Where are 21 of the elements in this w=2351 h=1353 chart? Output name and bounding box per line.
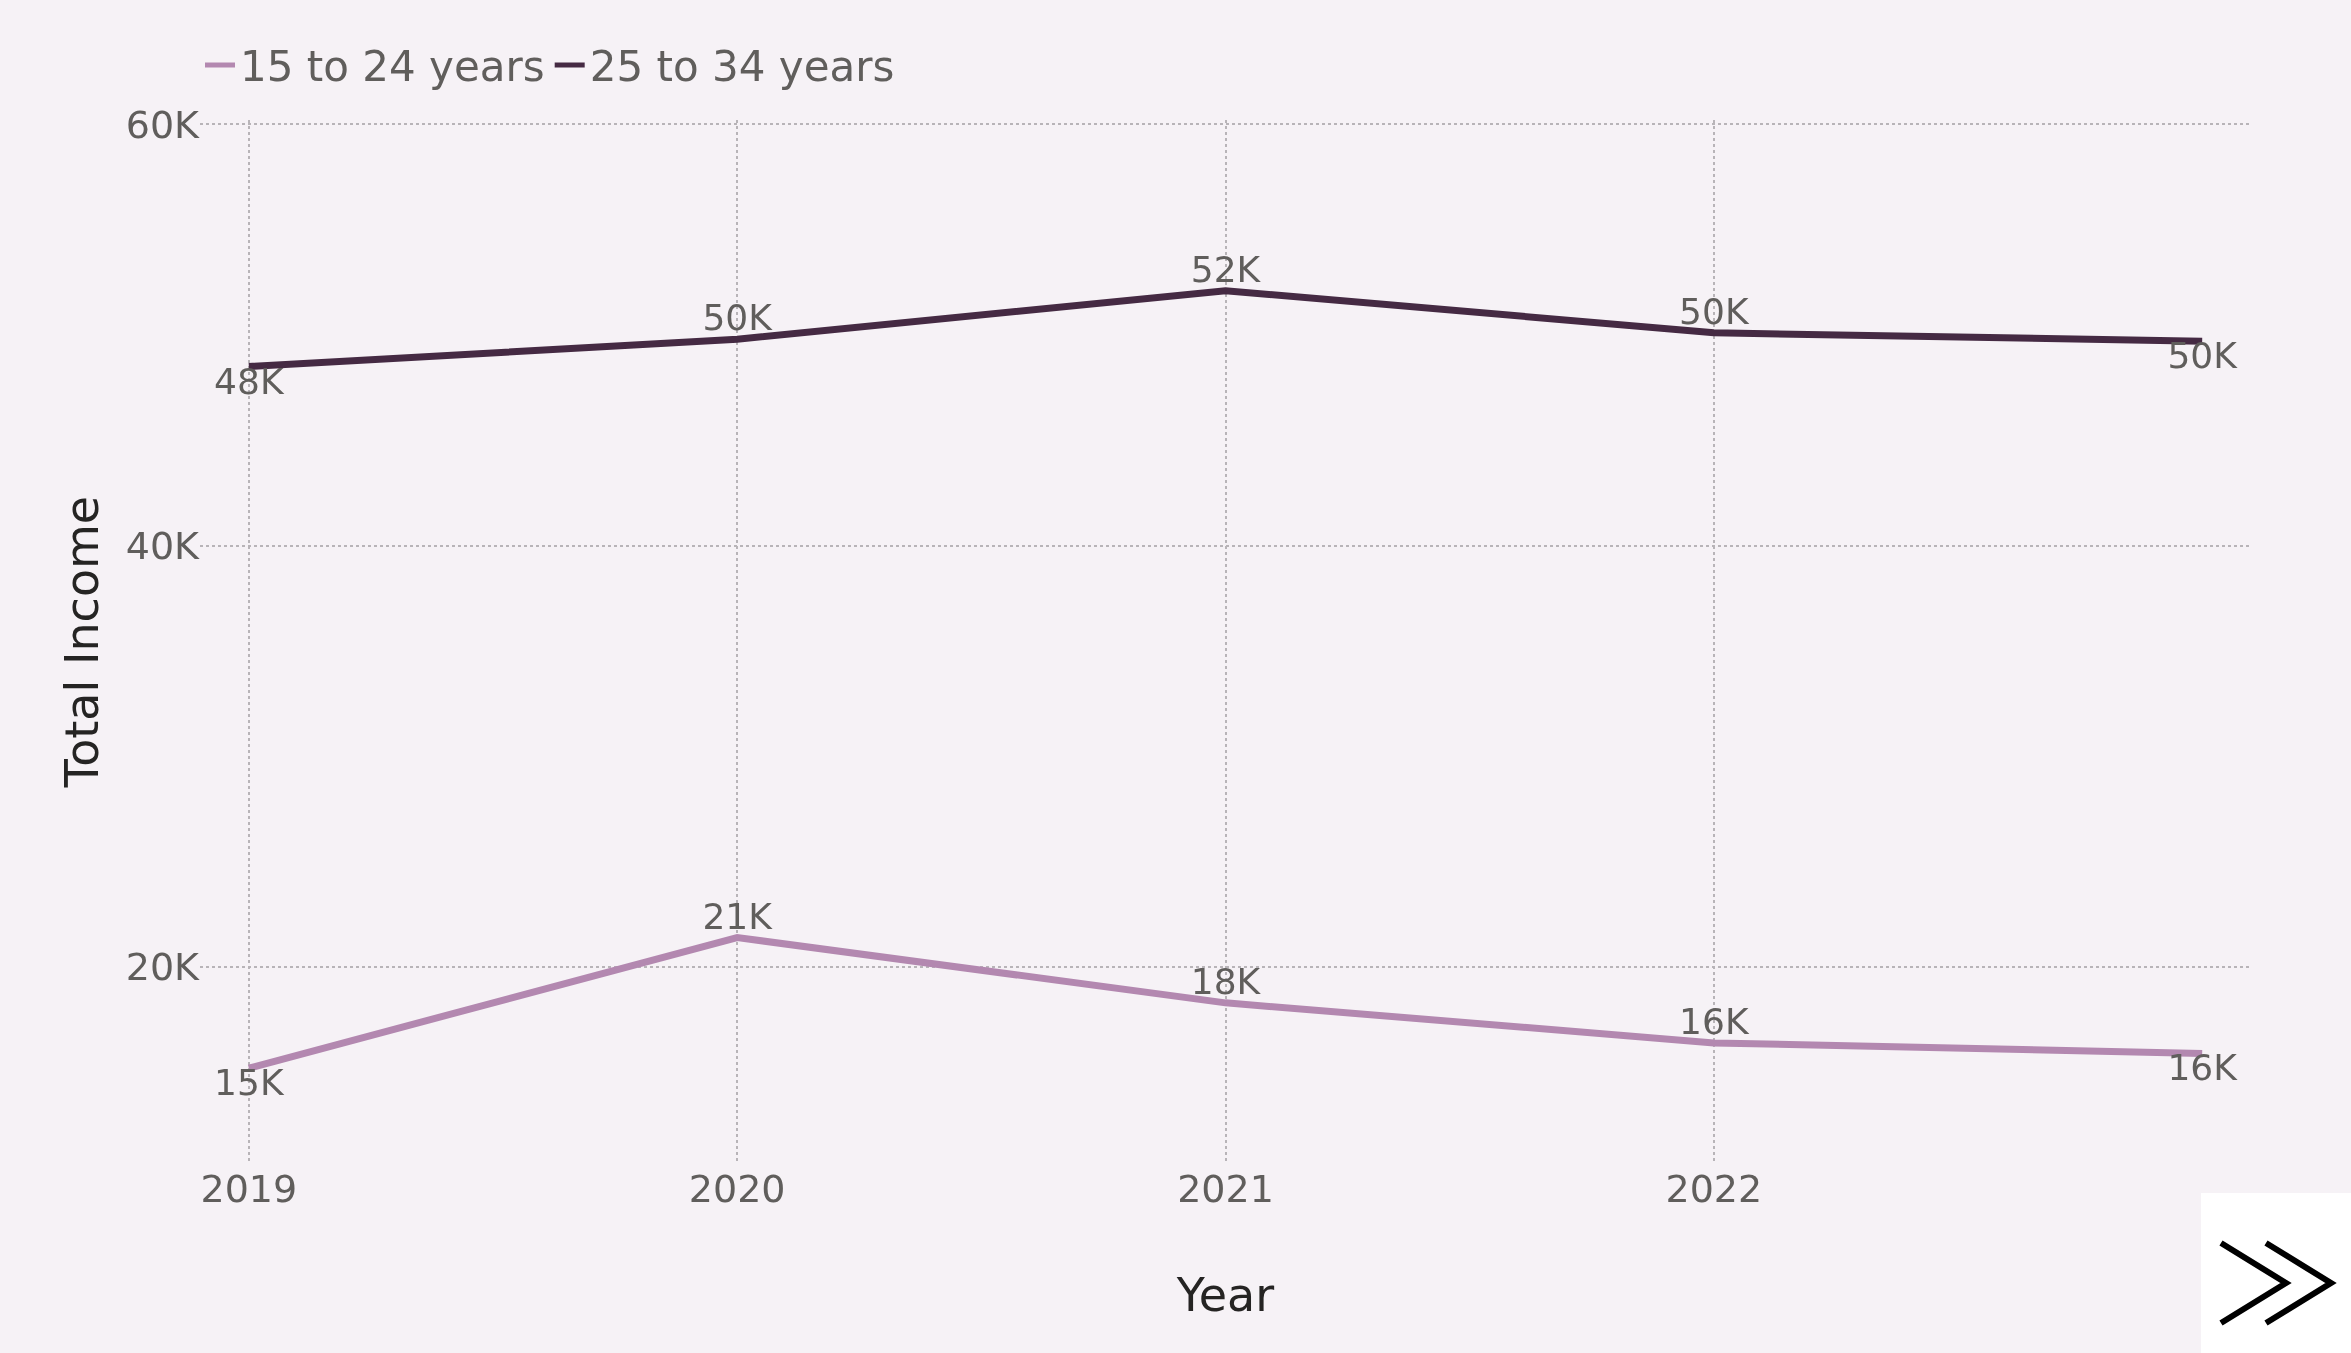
legend-label: 15 to 24 years — [240, 42, 545, 92]
data-label: 15K — [214, 1062, 285, 1104]
y-tick-label: 40K — [125, 523, 201, 568]
y-tick-label: 20K — [125, 945, 201, 990]
x-axis-title: Year — [1175, 1268, 1275, 1322]
data-label: 50K — [702, 297, 774, 339]
data-label: 16K — [2167, 1047, 2239, 1089]
data-label: 18K — [1190, 960, 1262, 1002]
data-label: 48K — [214, 360, 285, 402]
data-label: 52K — [1190, 248, 1262, 290]
x-tick-label: 2022 — [1665, 1167, 1763, 1211]
y-axis-title: Total Income — [55, 495, 109, 789]
data-label: 50K — [1679, 290, 1750, 332]
y-tick-label: 60K — [125, 102, 201, 147]
data-label: 50K — [2167, 335, 2239, 377]
data-label: 21K — [702, 895, 774, 937]
x-tick-label: 2021 — [1177, 1167, 1274, 1211]
legend-label: 25 to 34 years — [589, 42, 895, 92]
x-tick-label: 2020 — [688, 1167, 786, 1211]
data-label: 16K — [1679, 1000, 1750, 1042]
x-tick-label: 2019 — [200, 1167, 298, 1211]
